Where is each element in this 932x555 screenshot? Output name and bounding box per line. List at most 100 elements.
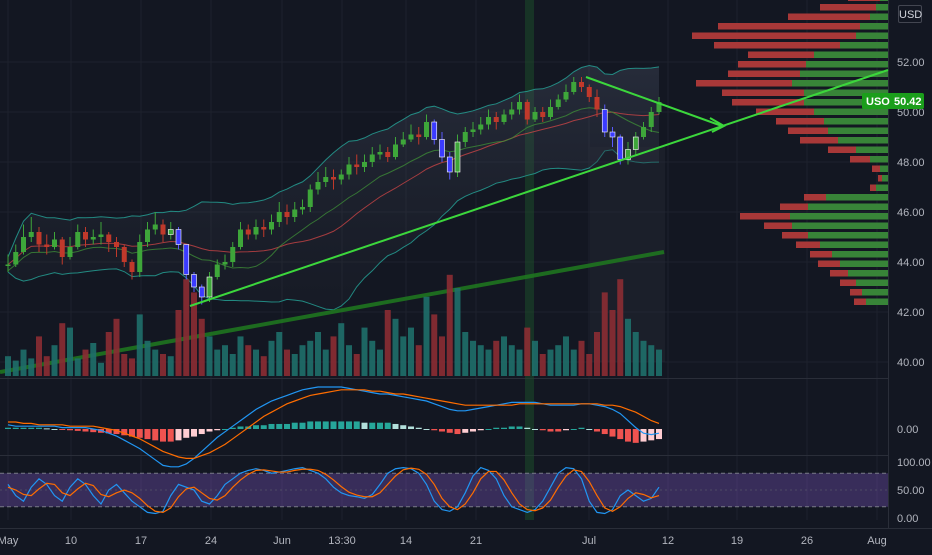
currency-button[interactable]: USD bbox=[898, 5, 922, 23]
volume-bar bbox=[105, 332, 112, 376]
volume-bar bbox=[183, 279, 190, 376]
volume-profile-buy bbox=[866, 298, 888, 305]
volume-profile-sell bbox=[788, 127, 828, 134]
volume-profile-sell bbox=[810, 251, 832, 258]
candle-body bbox=[307, 189, 313, 207]
macd-histogram-bar bbox=[400, 425, 407, 429]
volume-profile-sell bbox=[820, 4, 876, 11]
macd-histogram-bar bbox=[330, 421, 337, 429]
volume-bar bbox=[5, 356, 11, 376]
macd-histogram-bar bbox=[253, 425, 259, 429]
volume-bar bbox=[431, 314, 438, 376]
highlight-band bbox=[525, 0, 534, 520]
macd-histogram-bar bbox=[315, 421, 321, 429]
volume-profile-buy bbox=[862, 289, 888, 296]
time-tick-label: Aug bbox=[867, 535, 887, 547]
volume-bar bbox=[377, 349, 383, 376]
volume-profile-buy bbox=[838, 137, 888, 144]
last-price-tag-bg bbox=[862, 93, 924, 109]
macd-histogram-bar bbox=[408, 426, 414, 429]
volume-profile-buy bbox=[860, 23, 888, 30]
candle-body bbox=[408, 134, 414, 140]
price-axis-bg bbox=[889, 0, 932, 528]
macd-histogram-bar bbox=[20, 427, 27, 429]
volume-bar bbox=[353, 354, 360, 376]
macd-histogram-bar bbox=[524, 427, 531, 429]
volume-bar bbox=[51, 345, 58, 376]
macd-histogram-bar bbox=[346, 421, 352, 429]
volume-bar bbox=[446, 274, 453, 376]
volume-profile-buy bbox=[814, 51, 888, 58]
volume-bar bbox=[423, 296, 430, 376]
macd-histogram-bar bbox=[369, 422, 376, 429]
volume-bar bbox=[59, 323, 66, 376]
trendline-arrowhead bbox=[709, 117, 727, 133]
candle-body bbox=[191, 274, 197, 288]
volume-profile-buy bbox=[840, 260, 888, 267]
volume-bar bbox=[28, 358, 35, 376]
volume-bar bbox=[532, 340, 538, 376]
macd-histogram-bar bbox=[268, 423, 275, 429]
volume-profile-buy bbox=[840, 42, 888, 49]
candle-body bbox=[44, 244, 50, 247]
macd-histogram-bar bbox=[423, 429, 430, 430]
volume-bar bbox=[594, 332, 600, 376]
macd-histogram-bar bbox=[28, 427, 35, 429]
candle-body bbox=[641, 127, 646, 137]
time-tick-label: 24 bbox=[205, 535, 217, 547]
volume-bar bbox=[408, 327, 414, 376]
trendline-resistance bbox=[585, 76, 723, 127]
bollinger-upper bbox=[7, 64, 660, 258]
candle-body bbox=[540, 112, 546, 117]
candle-body bbox=[222, 262, 228, 265]
volume-profile-sell bbox=[740, 213, 790, 220]
macd-histogram-bar bbox=[59, 429, 66, 430]
candle-body bbox=[377, 152, 383, 155]
candle-body bbox=[137, 242, 143, 272]
macd-histogram-bar bbox=[198, 429, 205, 435]
price-tick-label: 50.00 bbox=[897, 107, 925, 119]
time-tick-label: 21 bbox=[470, 535, 482, 547]
macd-histogram-bar bbox=[477, 429, 484, 431]
macd-histogram-bar bbox=[586, 429, 593, 430]
macd-line bbox=[7, 386, 660, 468]
volume-bar bbox=[307, 340, 314, 376]
candle-body bbox=[354, 164, 360, 167]
last-price-label: 50.42 bbox=[894, 96, 922, 108]
price-tick-label: 42.00 bbox=[897, 307, 925, 319]
volume-bar bbox=[253, 349, 259, 376]
macd-histogram-bar bbox=[516, 426, 523, 429]
candle-body bbox=[493, 117, 499, 122]
macd-histogram-bar bbox=[392, 423, 399, 429]
volume-profile-buy bbox=[876, 184, 888, 191]
volume-bar bbox=[136, 314, 143, 376]
volume-bar bbox=[121, 354, 128, 376]
time-tick-label: 19 bbox=[731, 535, 743, 547]
macd-histogram-bar bbox=[291, 422, 298, 429]
macd-histogram-bar bbox=[322, 421, 329, 429]
macd-histogram-bar bbox=[36, 427, 42, 429]
volume-profile-sell bbox=[788, 13, 870, 20]
volume-profile-sell bbox=[828, 146, 856, 153]
candle-body bbox=[486, 117, 491, 125]
volume-profile-sell bbox=[878, 175, 882, 182]
candle-body bbox=[129, 262, 135, 272]
candle-body bbox=[230, 247, 236, 262]
candle-body bbox=[439, 139, 445, 158]
volume-profile-buy bbox=[800, 70, 888, 77]
volume-bar bbox=[384, 310, 391, 376]
volume-bar bbox=[315, 332, 321, 376]
volume-profile-sell bbox=[850, 156, 870, 163]
candle-body bbox=[369, 154, 375, 162]
macd-histogram-bar bbox=[105, 429, 112, 434]
volume-bar bbox=[229, 354, 236, 376]
volume-bar bbox=[555, 345, 562, 376]
volume-bar bbox=[175, 310, 182, 376]
candle-body bbox=[532, 112, 538, 120]
volume-profile-buy bbox=[832, 251, 888, 258]
time-tick-label: May bbox=[0, 535, 19, 547]
candle-body bbox=[648, 112, 654, 127]
candle-body bbox=[431, 121, 438, 140]
candle-body bbox=[470, 129, 476, 132]
